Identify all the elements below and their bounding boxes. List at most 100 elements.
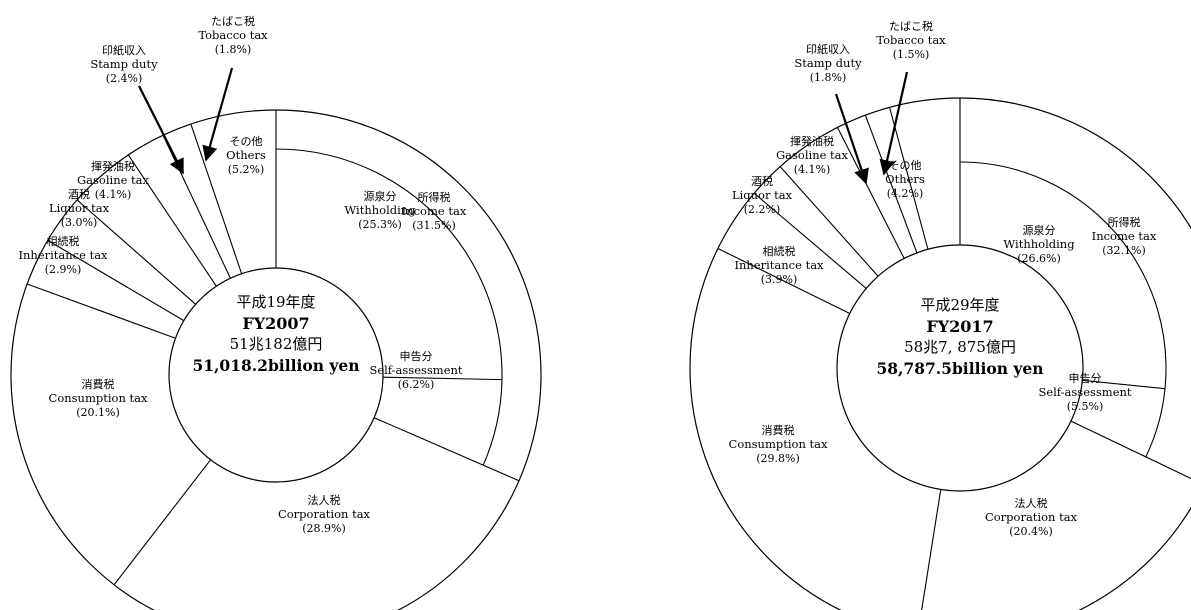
slice-tobacco-ja: たばこ税: [889, 19, 933, 33]
slice-gasoline-ja: 揮発油税: [790, 134, 834, 148]
slice-inheritance-pct: (3.9%): [761, 273, 798, 286]
tobacco-arrow: [879, 71, 909, 176]
breakdown-self-assessment-ja: 申告分: [1069, 372, 1102, 385]
slice-consumption-ja: 消費税: [82, 377, 115, 391]
slice-consumption-pct: (29.8%): [756, 452, 800, 465]
slice-gasoline-pct: (4.1%): [95, 188, 132, 201]
slice-tobacco-pct: (1.8%): [215, 43, 252, 56]
slice-consumption-label: 消費税 Consumption tax (20.1%): [49, 377, 148, 419]
slice-inheritance-ja: 相続税: [47, 234, 80, 248]
slice-corporation-pct: (28.9%): [302, 522, 346, 535]
slice-stamp-label: 印紙収入 Stamp duty (1.8%): [794, 42, 862, 84]
slice-income-label: 所得税 Income tax (31.5%): [402, 190, 467, 232]
center-era: 平成19年度: [236, 293, 315, 311]
slice-divider-consumption: [921, 489, 942, 610]
slice-others-label: その他 Others (5.2%): [226, 135, 266, 176]
slice-liquor-label: 酒税 Liquor tax (3.0%): [49, 187, 110, 229]
slice-inheritance-label: 相続税 Inheritance tax (3.9%): [734, 244, 824, 286]
slice-others-label: その他 Others (4.2%): [885, 159, 925, 200]
slice-income-pct: (32.1%): [1102, 244, 1146, 257]
breakdown-self-assessment-en: Self-assessment: [369, 363, 462, 377]
slice-corporation-label: 法人税 Corporation tax (20.4%): [985, 496, 1078, 538]
pie-chart-fy2007: 所得税 Income tax (31.5%)法人税 Corporation tax (2…: [10, 14, 542, 610]
slice-gasoline-ja: 揮発油税: [91, 159, 135, 173]
center-amount-en: 51,018.2billion yen: [192, 356, 359, 375]
breakdown-self-assessment-en: Self-assessment: [1038, 385, 1131, 399]
slice-divider-inheritance: [26, 283, 176, 339]
slice-divider-corporation: [373, 417, 520, 482]
slice-gasoline-pct: (4.1%): [794, 163, 831, 176]
slice-tobacco-en: Tobacco tax: [198, 28, 268, 42]
slice-inheritance-en: Inheritance tax: [734, 258, 824, 272]
slice-divider-tobacco: [864, 114, 918, 253]
slice-others-en: Others: [226, 148, 266, 162]
center-fy: FY2017: [926, 317, 993, 336]
slice-consumption-ja: 消費税: [762, 423, 795, 437]
slice-consumption-en: Consumption tax: [729, 437, 828, 451]
slice-income-en: Income tax: [402, 204, 467, 218]
slice-consumption-pct: (20.1%): [76, 406, 120, 419]
stamp-arrow: [138, 85, 184, 175]
slice-gasoline-en: Gasoline tax: [77, 173, 150, 187]
slice-income-ja: 所得税: [1108, 215, 1141, 229]
breakdown-withholding-ja: 源泉分: [364, 189, 397, 203]
center-amount-ja: 58兆7, 875億円: [904, 338, 1016, 356]
center-amount-ja: 51兆182億円: [230, 335, 323, 353]
stamp-arrow: [834, 93, 869, 185]
income-breakdown-divider: [1082, 379, 1166, 390]
income-breakdown-divider: [382, 376, 502, 381]
slice-liquor-en: Liquor tax: [49, 201, 110, 215]
income-breakdown-arc: [959, 161, 1167, 458]
slice-others-ja: その他: [889, 159, 922, 172]
slice-others-pct: (4.2%): [887, 187, 924, 200]
slice-tobacco-en: Tobacco tax: [876, 33, 946, 47]
slice-inheritance-pct: (2.9%): [45, 263, 82, 276]
slice-liquor-label: 酒税 Liquor tax (2.2%): [732, 174, 793, 216]
slice-liquor-pct: (3.0%): [61, 216, 98, 229]
slice-income-pct: (31.5%): [412, 219, 456, 232]
breakdown-self-assessment-ja: 申告分: [400, 350, 433, 363]
slice-corporation-en: Corporation tax: [985, 510, 1078, 524]
slice-gasoline-label: 揮発油税 Gasoline tax (4.1%): [77, 159, 150, 201]
slice-divider-stamp: [127, 154, 217, 287]
breakdown-withholding-pct: (25.3%): [358, 218, 402, 231]
slice-divider-gasoline: [779, 166, 879, 277]
center-circle: [836, 244, 1084, 492]
slice-income-ja: 所得税: [418, 190, 451, 204]
tobacco-arrow: [202, 67, 234, 162]
slice-divider-gasoline: [76, 199, 197, 305]
breakdown-self-assessment-label: 申告分 Self-assessment (5.5%): [1038, 372, 1131, 413]
slice-divider-liquor: [753, 192, 867, 289]
slice-others-en: Others: [885, 172, 925, 186]
slice-consumption-en: Consumption tax: [49, 391, 148, 405]
slice-inheritance-ja: 相続税: [763, 244, 796, 258]
slice-liquor-en: Liquor tax: [732, 188, 793, 202]
slice-gasoline-label: 揮発油税 Gasoline tax (4.1%): [776, 134, 849, 176]
slice-others-ja: その他: [230, 135, 263, 148]
slice-corporation-en: Corporation tax: [278, 507, 371, 521]
slice-stamp-en: Stamp duty: [90, 57, 158, 71]
slice-inheritance-label: 相続税 Inheritance tax (2.9%): [18, 234, 108, 276]
center-era: 平成29年度: [920, 296, 999, 314]
slice-liquor-pct: (2.2%): [744, 203, 781, 216]
slice-stamp-pct: (1.8%): [810, 71, 847, 84]
pie-chart-fy2017: 所得税 Income tax (32.1%)法人税 Corporation tax (2…: [689, 19, 1191, 610]
slice-divider-others: [889, 107, 929, 250]
slice-stamp-ja: 印紙収入: [806, 42, 850, 56]
slice-divider-consumption: [113, 459, 212, 586]
slice-divider-others: [190, 123, 243, 274]
slice-corporation-pct: (20.4%): [1009, 525, 1053, 538]
breakdown-self-assessment-label: 申告分 Self-assessment (6.2%): [369, 350, 462, 391]
slice-tobacco-pct: (1.5%): [893, 48, 930, 61]
slice-corporation-ja: 法人税: [308, 493, 341, 507]
income-breakdown-arc: [275, 148, 503, 466]
slice-gasoline-en: Gasoline tax: [776, 148, 849, 162]
slice-corporation-ja: 法人税: [1015, 496, 1048, 510]
slice-corporation-label: 法人税 Corporation tax (28.9%): [278, 493, 371, 535]
breakdown-self-assessment-pct: (5.5%): [1067, 400, 1104, 413]
center-circle: [168, 267, 384, 483]
breakdown-withholding-pct: (26.6%): [1017, 252, 1061, 265]
slice-stamp-pct: (2.4%): [106, 72, 143, 85]
breakdown-withholding-en: Withholding: [1003, 237, 1075, 251]
